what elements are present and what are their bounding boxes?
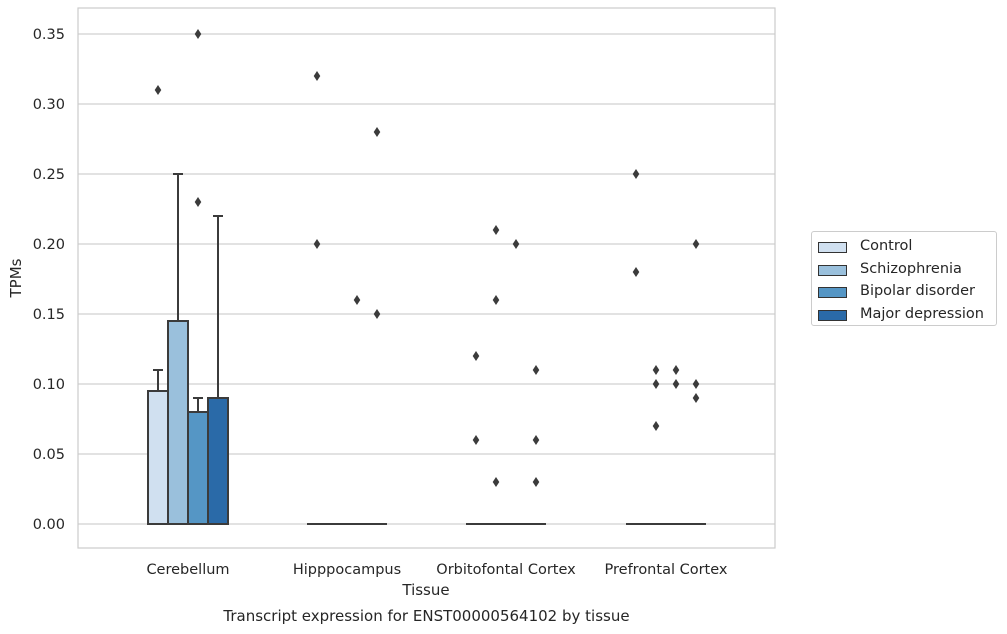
x-tick-label: Hipppocampus — [293, 562, 401, 578]
x-tick-label: Prefrontal Cortex — [605, 562, 728, 578]
y-tick-label: 0.15 — [33, 307, 65, 323]
y-tick-labels: 0.00 0.05 0.10 0.15 0.20 0.25 0.30 0.35 — [33, 27, 65, 533]
legend-label: Control — [860, 238, 913, 254]
outlier-point — [194, 29, 202, 39]
outlier-point — [313, 239, 321, 249]
y-tick-label: 0.20 — [33, 237, 65, 253]
outlier-point — [492, 225, 500, 235]
outlier-point — [492, 477, 500, 487]
legend-label: Major depression — [860, 305, 984, 322]
legend-item: Bipolar disorder — [812, 281, 996, 304]
outlier-point — [632, 267, 640, 277]
outlier-point — [532, 435, 540, 445]
box — [187, 411, 209, 525]
outlier-point — [672, 379, 680, 389]
outlier-point — [692, 393, 700, 403]
boxes — [147, 29, 706, 525]
outlier-point — [652, 421, 660, 431]
legend-item: Control — [812, 236, 996, 259]
outlier-point — [652, 379, 660, 389]
outlier-point — [532, 365, 540, 375]
outlier-point — [532, 477, 540, 487]
outlier-point — [492, 295, 500, 305]
outlier-point — [194, 197, 202, 207]
x-tick-label: Orbitofontal Cortex — [436, 562, 576, 578]
legend-label: Bipolar disorder — [860, 283, 975, 299]
legend-item: Schizophrenia — [812, 259, 996, 282]
legend-item: Major depression — [812, 304, 996, 327]
x-axis-label: Tissue — [401, 581, 449, 599]
x-tick-label: Cerebellum — [146, 562, 229, 578]
outlier-point — [472, 351, 480, 361]
x-tick-labels: Cerebellum Hipppocampus Orbitofontal Corte… — [146, 562, 727, 578]
legend-label: Schizophrenia — [860, 260, 962, 277]
box — [167, 320, 189, 525]
outlier-point — [652, 365, 660, 375]
outlier-point — [472, 435, 480, 445]
outlier-point — [313, 71, 321, 81]
legend-swatch — [818, 287, 847, 298]
outlier-point — [692, 379, 700, 389]
legend-swatch — [818, 309, 847, 321]
legend: Control Schizophrenia Bipolar disorder Majo… — [811, 231, 997, 326]
y-tick-label: 0.10 — [33, 377, 65, 393]
outlier-point — [512, 239, 520, 249]
outlier-point — [353, 295, 361, 305]
outlier-point — [373, 127, 381, 137]
y-tick-label: 0.30 — [33, 97, 65, 113]
legend-swatch — [818, 242, 847, 253]
y-tick-label: 0.35 — [33, 27, 65, 43]
outlier-point — [672, 365, 680, 375]
chart-caption: Transcript expression for ENST0000056410… — [223, 607, 630, 625]
outlier-point — [373, 309, 381, 319]
outlier-point — [154, 85, 162, 95]
box — [207, 397, 229, 525]
outlier-point — [692, 239, 700, 249]
plot-area-frame — [77, 7, 776, 549]
y-tick-label: 0.25 — [33, 167, 65, 183]
box — [147, 390, 169, 525]
y-axis-label: TPMs — [7, 258, 25, 298]
y-tick-label: 0.00 — [33, 517, 65, 533]
legend-swatch — [818, 264, 847, 276]
y-tick-label: 0.05 — [33, 447, 65, 463]
outlier-point — [632, 169, 640, 179]
